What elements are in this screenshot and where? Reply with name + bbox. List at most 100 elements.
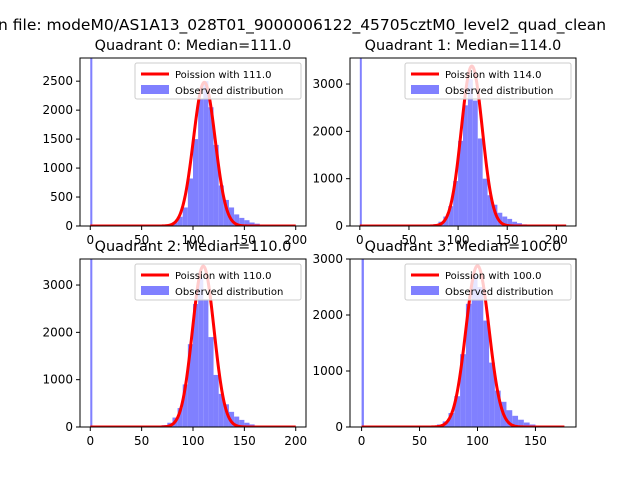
legend-box (404, 263, 572, 301)
y-tick-label: 500 (50, 190, 73, 204)
histogram-bar (477, 138, 483, 226)
histogram-bar (90, 58, 93, 226)
histogram-bar (512, 415, 519, 427)
histogram-bar (507, 218, 513, 226)
histogram-bar (467, 79, 473, 226)
histogram-bar (193, 303, 199, 427)
histogram-bar (239, 217, 245, 226)
legend-label-observed: Observed distribution (175, 287, 283, 298)
y-tick-label: 1500 (42, 132, 73, 146)
plot-area (89, 58, 297, 226)
x-tick-label: 200 (545, 233, 568, 247)
histogram-bar (182, 384, 188, 427)
histogram-bar (208, 337, 214, 427)
histogram-bar (239, 419, 245, 427)
subplot-title: Quadrant 2: Median=110.0 (95, 239, 292, 255)
poisson-curve (89, 264, 297, 427)
histogram-bar (244, 422, 250, 427)
y-tick-label: 3000 (42, 278, 73, 292)
histogram-bar (234, 416, 240, 427)
histogram-bar (228, 207, 235, 226)
histogram-bar (244, 220, 250, 226)
histogram-bar (448, 206, 454, 226)
legend-patch-swatch (411, 85, 439, 94)
x-tick-label: 100 (447, 233, 470, 247)
histogram-bar (458, 140, 463, 226)
x-tick-label: 0 (86, 233, 94, 247)
histogram-bar (182, 207, 188, 226)
y-tick-label: 0 (65, 420, 73, 434)
legend: Poission with 114.0 Observed distribution (404, 62, 572, 100)
subplot-title: Quadrant 0: Median=111.0 (95, 38, 292, 54)
legend-patch-swatch (141, 85, 169, 94)
histogram-bar (223, 199, 229, 226)
histogram-bar (193, 139, 199, 226)
legend-label-observed: Observed distribution (175, 86, 283, 97)
histogram-bar (489, 362, 495, 427)
histogram-bar (218, 185, 224, 226)
legend-label-poisson: Poission with 100.0 (445, 271, 541, 282)
histogram-bar (249, 222, 255, 226)
figure-title: n file: modeM0/AS1A13_028T01_9000006122_… (0, 16, 606, 35)
x-tick-label: 50 (134, 233, 149, 247)
histogram-bar (198, 98, 204, 226)
legend-box (404, 62, 572, 100)
histogram-bar (523, 422, 530, 427)
x-tick-label: 0 (86, 434, 94, 448)
x-tick-label: 100 (466, 434, 489, 448)
legend-box (134, 263, 302, 301)
y-tick-label: 3000 (312, 252, 343, 266)
x-tick-label: 50 (134, 434, 149, 448)
y-tick-label: 2000 (42, 325, 73, 339)
poisson-curve (358, 64, 568, 226)
histogram-bar (223, 404, 229, 427)
x-tick-label: 50 (412, 434, 427, 448)
histogram-bar (518, 419, 524, 427)
x-tick-label: 150 (233, 434, 256, 448)
subplot-quadrant-3: 0 50 100 150 0 1000 2000 3000 Quadrant 3: Median… (312, 239, 577, 448)
histogram-bar (494, 390, 501, 427)
y-tick-label: 2000 (312, 124, 343, 138)
histogram-bar (218, 393, 224, 427)
histogram-bar (208, 107, 214, 226)
histogram-bar (448, 413, 455, 427)
histogram-bar (487, 195, 493, 226)
legend-label-observed: Observed distribution (445, 86, 553, 97)
histogram-bar (482, 178, 488, 226)
histogram-bar (187, 344, 193, 427)
histogram-bar (506, 410, 513, 427)
x-tick-label: 150 (496, 233, 519, 247)
x-tick-label: 0 (356, 233, 364, 247)
histogram-bar (234, 214, 240, 226)
axes-frame (349, 57, 577, 227)
legend-box (134, 62, 302, 100)
histogram-bar (477, 287, 484, 427)
legend: Poission with 110.0 Observed distribution (134, 263, 302, 301)
plot-area (358, 58, 568, 226)
legend-patch-swatch (411, 286, 439, 295)
plot-area (89, 259, 297, 427)
histogram-bar (454, 396, 461, 427)
histogram-bar (483, 320, 490, 427)
legend-label-poisson: Poission with 114.0 (445, 70, 541, 81)
y-tick-label: 0 (335, 420, 343, 434)
y-tick-label: 1000 (42, 161, 73, 175)
axes-frame (349, 258, 577, 428)
histogram-bar (198, 277, 204, 427)
x-tick-label: 200 (284, 233, 307, 247)
legend: Poission with 111.0 Observed distribution (134, 62, 302, 100)
histogram-bar (177, 408, 183, 427)
y-tick-label: 2000 (312, 308, 343, 322)
histogram-bar (460, 354, 466, 427)
y-tick-label: 2000 (42, 103, 73, 117)
subplot-title: Quadrant 1: Median=114.0 (365, 38, 562, 54)
y-tick-label: 0 (65, 219, 73, 233)
y-tick-label: 3000 (312, 77, 343, 91)
x-tick-label: 100 (182, 434, 205, 448)
histogram-bar (177, 216, 183, 226)
legend: Poission with 100.0 Observed distribution (404, 263, 572, 301)
x-tick-label: 0 (358, 434, 366, 448)
y-tick-label: 1000 (312, 172, 343, 186)
